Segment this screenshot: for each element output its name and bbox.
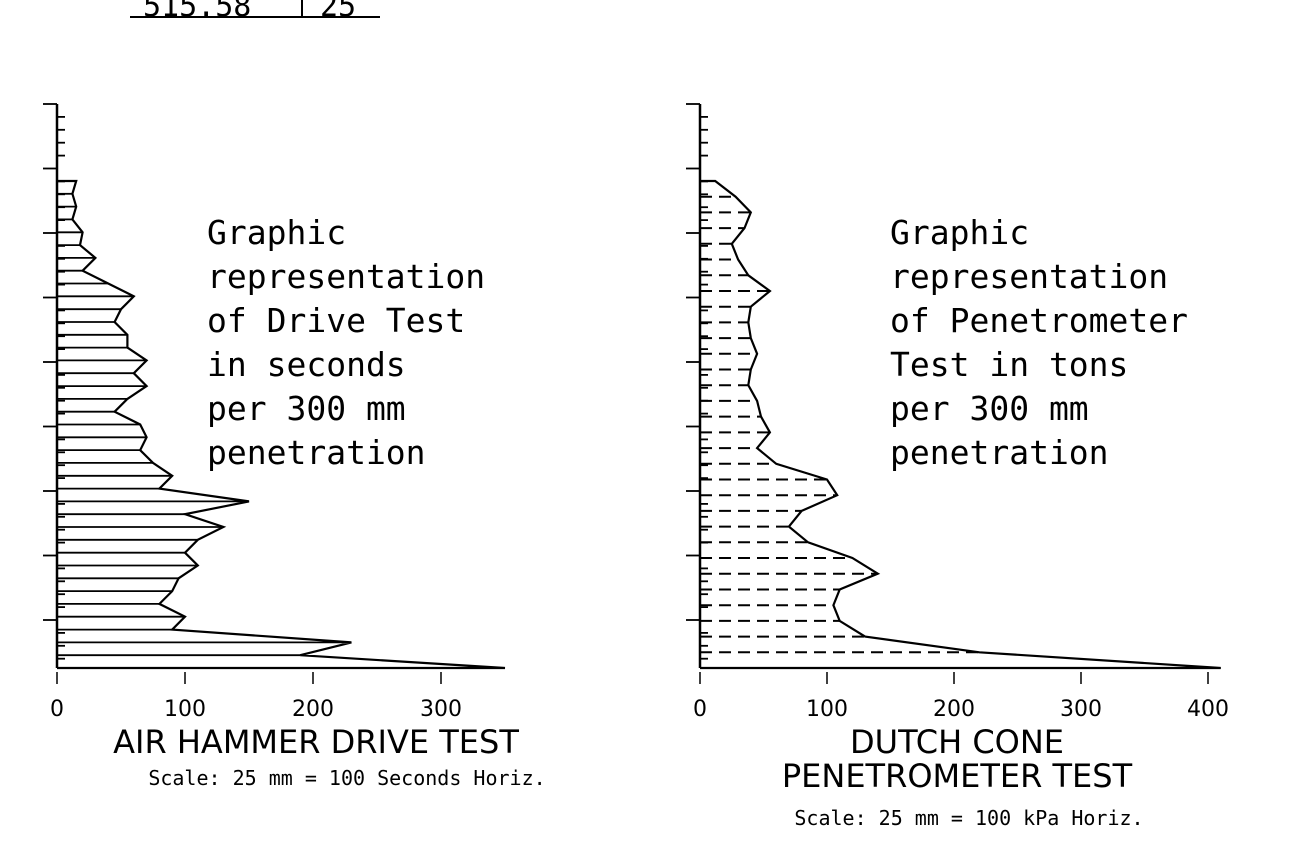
drive-x-tick-label: 0 — [50, 697, 64, 722]
penetrometer-title-line-1: DUTCH CONE — [850, 723, 1064, 761]
drive-note-line-6: penetration — [207, 433, 426, 472]
penetrometer-note-line-4: Test in tons — [890, 345, 1128, 384]
header-fragment: 515.58 25 — [130, 0, 380, 24]
drive-note-line-1: Graphic — [207, 213, 346, 252]
header-count: 25 — [320, 0, 356, 24]
penetrometer-x-tick-label: 200 — [933, 697, 975, 722]
drive-test-title: AIR HAMMER DRIVE TEST — [113, 723, 519, 761]
drive-test-x-tick-labels: 0 100 200 300 — [50, 672, 462, 722]
drive-test-chart: 0 100 200 300 Graphic representation of Dri… — [43, 103, 546, 790]
drive-note-line-3: of Drive Test — [207, 301, 465, 340]
drive-test-profile-line — [57, 179, 506, 670]
penetrometer-profile-line — [700, 179, 1221, 670]
penetrometer-note-line-5: per 300 mm — [890, 389, 1089, 428]
penetrometer-note-line-3: of Penetrometer — [890, 301, 1188, 340]
header-value: 515.58 — [143, 0, 251, 24]
penetrometer-note-line-6: penetration — [890, 433, 1109, 472]
penetrometer-x-tick-label: 400 — [1187, 697, 1229, 722]
penetrometer-note-line-2: representation — [890, 257, 1168, 296]
penetrometer-x-tick-label: 100 — [806, 697, 848, 722]
penetrometer-x-tick-labels: 0 100 200 300 400 — [693, 672, 1229, 722]
penetrometer-chart: 0 100 200 300 400 Graphic representation of … — [686, 103, 1229, 830]
penetrometer-title-line-2: PENETROMETER TEST — [782, 757, 1133, 795]
drive-test-depth-ticks — [43, 103, 65, 660]
drive-x-tick-label: 300 — [420, 697, 462, 722]
drive-x-tick-label: 200 — [292, 697, 334, 722]
drive-test-scale-note: Scale: 25 mm = 100 Seconds Horiz. — [148, 766, 545, 790]
drive-note-line-5: per 300 mm — [207, 389, 406, 428]
drive-x-tick-label: 100 — [164, 697, 206, 722]
drive-note-line-4: in seconds — [207, 345, 406, 384]
penetrometer-x-tick-label: 0 — [693, 697, 707, 722]
penetrometer-note-line-1: Graphic — [890, 213, 1029, 252]
penetrometer-x-tick-label: 300 — [1060, 697, 1102, 722]
penetrometer-depth-ticks — [686, 103, 708, 660]
drive-note-line-2: representation — [207, 257, 485, 296]
penetrometer-scale-note: Scale: 25 mm = 100 kPa Horiz. — [794, 806, 1143, 830]
